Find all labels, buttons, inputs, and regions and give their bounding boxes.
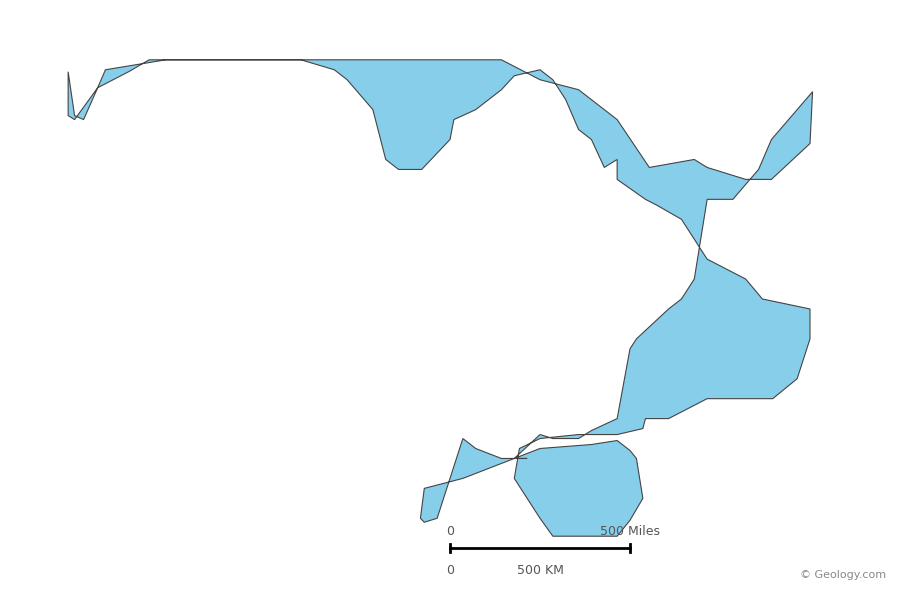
Text: 500 KM: 500 KM [517, 564, 563, 577]
Text: © Geology.com: © Geology.com [800, 570, 886, 580]
Text: 0: 0 [446, 525, 454, 538]
Polygon shape [68, 60, 813, 536]
Text: 0: 0 [446, 564, 454, 577]
Text: 500 Miles: 500 Miles [600, 525, 660, 538]
